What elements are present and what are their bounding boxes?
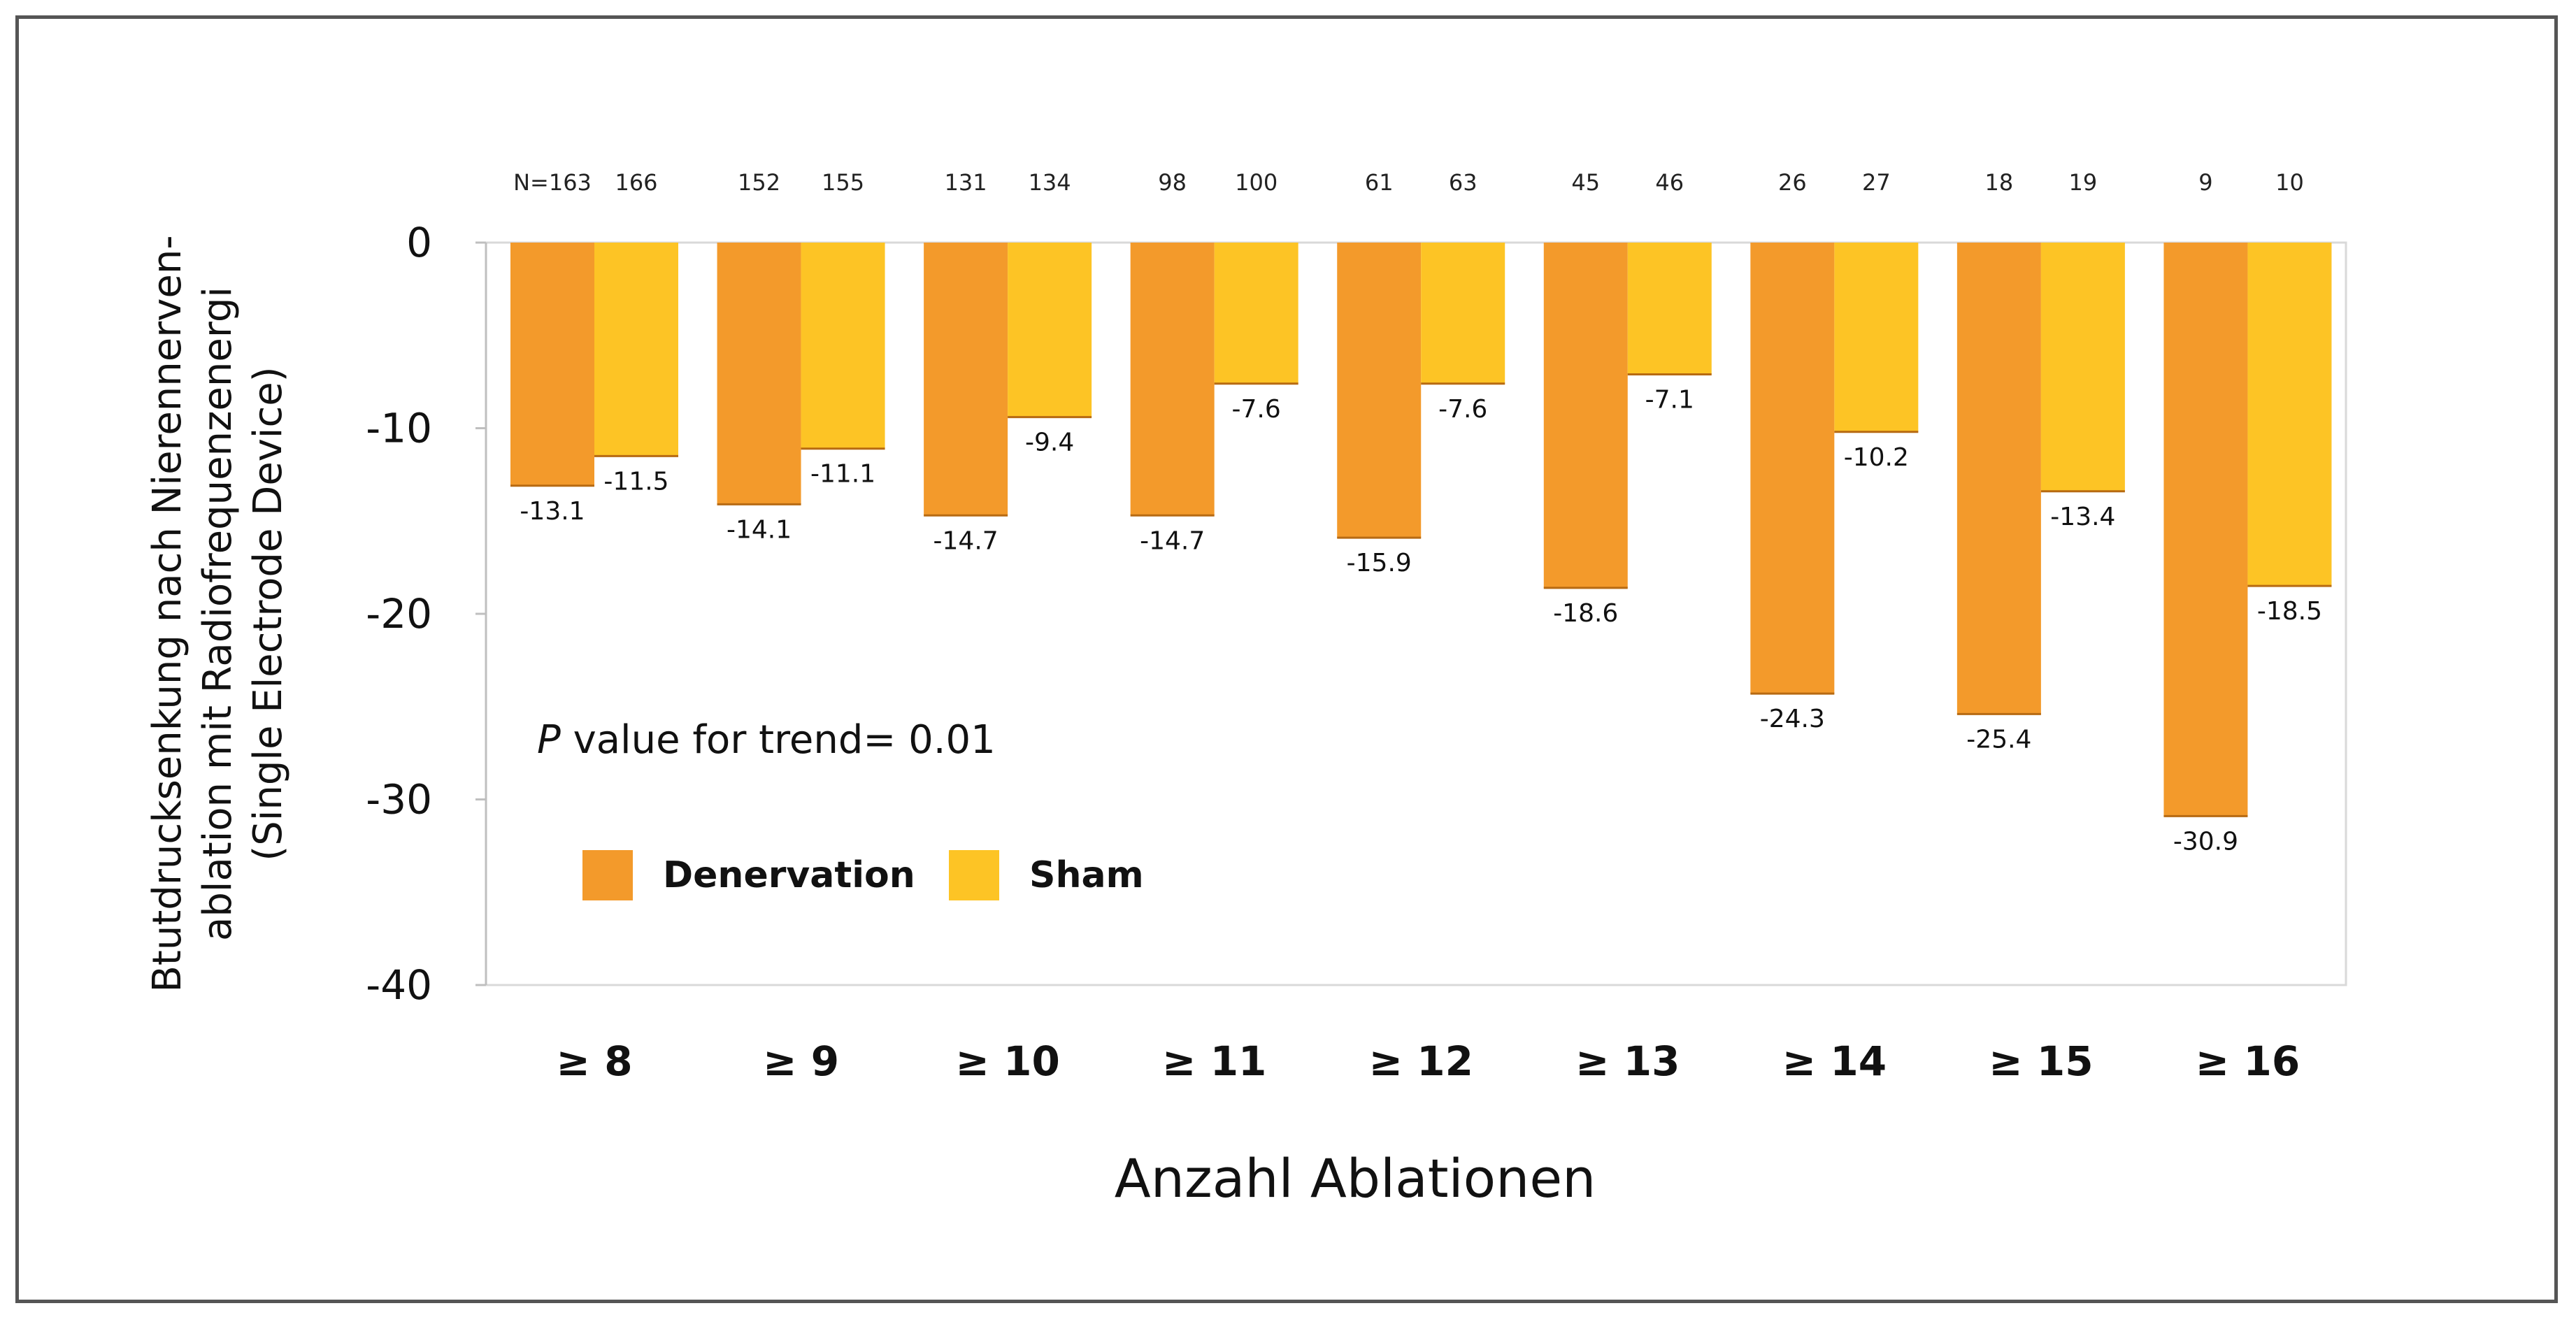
bar-denervation (1130, 243, 1215, 516)
bar-sham (2040, 243, 2125, 491)
value-label-denervation: -15.9 (1347, 549, 1412, 577)
n-count-labels: N=163 166 152 155 131 134 98 100 61 63 45 46 26 27 18 1… (513, 169, 2304, 196)
y-tick-label: 0 (406, 219, 432, 266)
value-label-sham: -11.5 (603, 467, 668, 496)
x-tick-label: ≥ 16 (2196, 1037, 2300, 1085)
y-axis-title-line-2: ablation mit Radiofrequenzenergi (195, 287, 241, 941)
value-label-sham: -13.4 (2050, 503, 2115, 531)
bar-denervation (2163, 243, 2248, 817)
value-label-denervation: -13.1 (520, 497, 585, 526)
n-label-denervation: 45 (1571, 169, 1600, 196)
p-value-italic: P (537, 717, 561, 763)
n-label-denervation: 26 (1778, 169, 1807, 196)
y-tick-label: -40 (366, 961, 432, 1009)
value-label-sham: -11.1 (810, 460, 875, 489)
bars (510, 243, 2332, 817)
p-value-text: value for trend= 0.01 (561, 717, 996, 763)
bar-denervation (1543, 243, 1628, 588)
bar-denervation (924, 243, 1008, 516)
n-label-sham: 155 (822, 169, 864, 196)
bar-denervation (1750, 243, 1835, 694)
n-label-denervation: 9 (2198, 169, 2212, 196)
n-label-denervation: 131 (945, 169, 987, 196)
value-label-denervation: -25.4 (1966, 725, 2031, 754)
figure-frame (15, 15, 2558, 1303)
value-label-denervation: -18.6 (1553, 599, 1618, 628)
n-label-sham: 100 (1235, 169, 1278, 196)
bar-sham (1627, 243, 1712, 375)
bar-denervation (1956, 243, 2041, 714)
y-tick-labels: 0 -10 -20 -30 -40 (366, 219, 486, 1009)
value-label-denervation: -24.3 (1760, 705, 1825, 733)
value-labels: -13.1 -11.5 -14.1 -11.1 -14.7 -9.4 -14.7 -7.6 -1… (520, 386, 2322, 856)
x-tick-label: ≥ 12 (1368, 1037, 1473, 1085)
x-tick-label: ≥ 10 (955, 1037, 1060, 1085)
n-label-denervation: 18 (1985, 169, 2014, 196)
n-label-sham: 166 (615, 169, 657, 196)
n-label-denervation: 152 (738, 169, 780, 196)
n-label-sham: 10 (2275, 169, 2304, 196)
bar-sham (1214, 243, 1298, 384)
y-tick-label: -30 (366, 776, 432, 824)
value-label-sham: -7.6 (1438, 395, 1487, 424)
y-tick-label: -20 (366, 590, 432, 638)
n-label-sham: 46 (1655, 169, 1684, 196)
y-axis-title-line-1: Btutdrucksenkung nach Nierennerven- (145, 235, 190, 992)
bar-sham (594, 243, 678, 457)
value-label-denervation: -14.7 (1140, 526, 1205, 555)
n-label-sham: 63 (1449, 169, 1477, 196)
value-label-denervation: -30.9 (2173, 827, 2238, 856)
x-tick-label: ≥ 15 (1989, 1037, 2094, 1085)
bar-sham (801, 243, 885, 449)
n-label-denervation: 61 (1365, 169, 1394, 196)
legend-label-denervation: Denervation (663, 854, 915, 896)
bar-denervation (1337, 243, 1422, 538)
x-tick-label: ≥ 11 (1162, 1037, 1267, 1085)
y-axis-title: Btutdrucksenkung nach Nierennerven- abla… (145, 235, 291, 992)
x-tick-labels: ≥ 8 ≥ 9 ≥ 10 ≥ 11 ≥ 12 ≥ 13 ≥ 14 ≥ 15 ≥ 16 (556, 1037, 2300, 1085)
x-tick-label: ≥ 14 (1782, 1037, 1887, 1085)
legend-swatch-sham (949, 850, 999, 900)
bar-sham (1008, 243, 1092, 417)
n-label-denervation: N=163 (513, 169, 592, 196)
n-label-sham: 27 (1862, 169, 1891, 196)
x-tick-label: ≥ 13 (1575, 1037, 1680, 1085)
p-value-annotation: P value for trend= 0.01 (537, 717, 996, 763)
y-axis-title-line-3: (Single Electrode Device) (245, 366, 291, 861)
value-label-sham: -7.6 (1232, 395, 1281, 424)
legend-label-sham: Sham (1029, 854, 1144, 896)
bar-sham (1421, 243, 1505, 384)
x-tick-label: ≥ 8 (556, 1037, 632, 1085)
value-label-denervation: -14.7 (933, 526, 999, 555)
value-label-sham: -18.5 (2257, 597, 2322, 626)
legend-swatch-denervation (582, 850, 633, 900)
value-label-sham: -10.2 (1844, 443, 1909, 472)
n-label-sham: 134 (1029, 169, 1071, 196)
x-tick-label: ≥ 9 (763, 1037, 839, 1085)
bar-sham (2247, 243, 2332, 587)
legend: Denervation Sham (582, 850, 1144, 900)
n-label-denervation: 98 (1158, 169, 1187, 196)
x-axis-title: Anzahl Ablationen (1115, 1147, 1596, 1209)
bar-denervation (717, 243, 801, 505)
bar-sham (1834, 243, 1919, 432)
value-label-denervation: -14.1 (727, 515, 792, 544)
value-label-sham: -9.4 (1025, 429, 1074, 457)
n-label-sham: 19 (2069, 169, 2098, 196)
bar-denervation (510, 243, 594, 486)
value-label-sham: -7.1 (1645, 386, 1694, 415)
y-tick-label: -10 (366, 405, 432, 452)
